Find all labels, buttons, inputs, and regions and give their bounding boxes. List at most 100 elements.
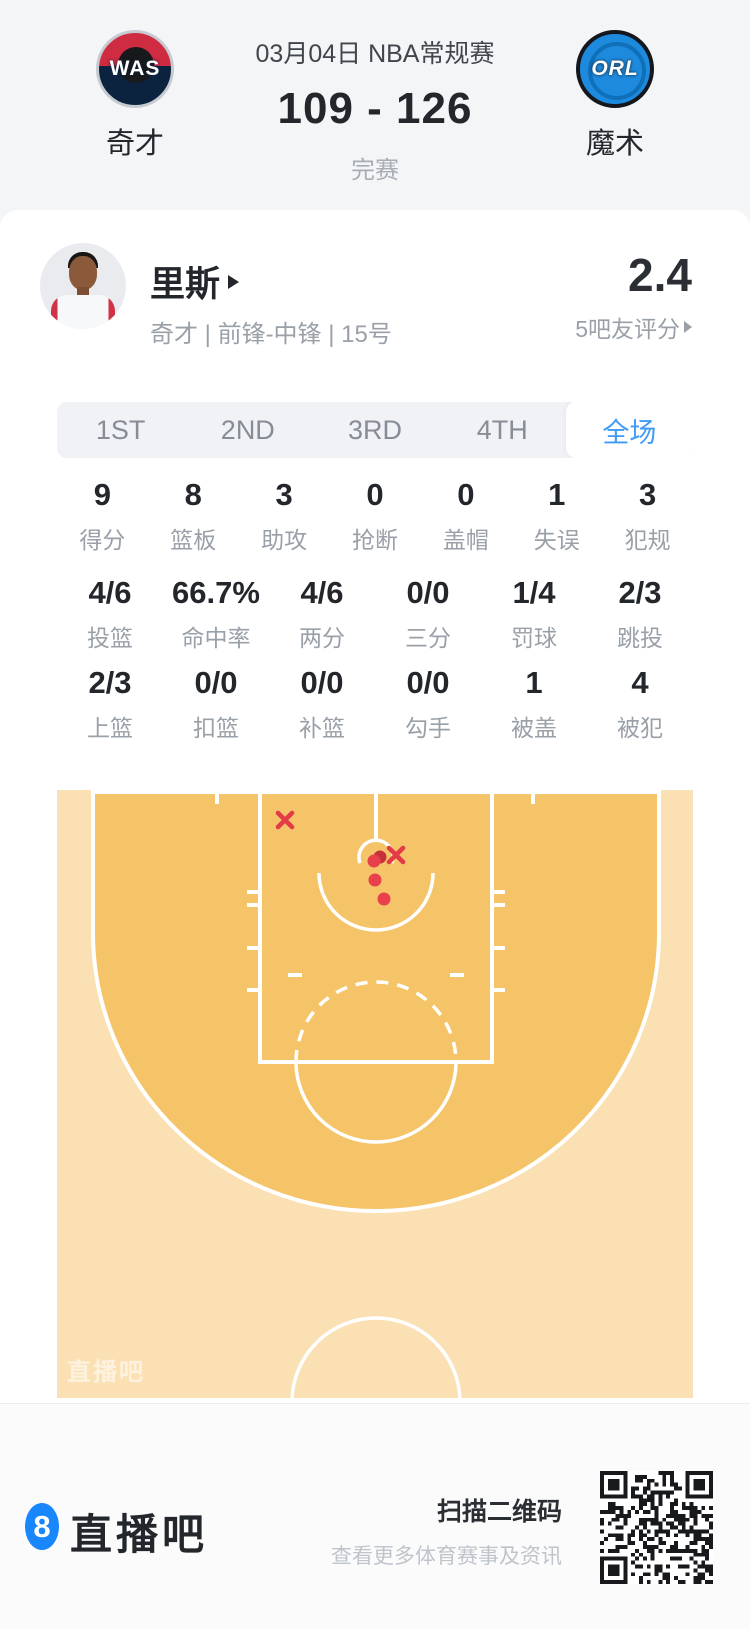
- stat-dunk: 0/0 扣篮: [163, 666, 269, 743]
- stat-label: 三分: [405, 625, 451, 651]
- stat-label: 得分: [79, 527, 126, 553]
- stat-2pt: 4/6 两分: [269, 576, 375, 653]
- magic-logo-icon: ORL: [576, 30, 654, 108]
- stat-label: 助攻: [261, 527, 308, 553]
- stat-label: 抢断: [352, 527, 398, 553]
- player-avatar: [40, 243, 126, 329]
- scoreboard-header: WAS 奇才 03月04日 NBA常规赛 109 - 126 完赛 ORL 魔术: [0, 0, 750, 226]
- stat-value: 4: [631, 665, 649, 700]
- qr-svg: [600, 1471, 713, 1584]
- stat-value: 2/3: [88, 665, 132, 700]
- stat-value: 0/0: [300, 665, 344, 700]
- stat-label: 跳投: [617, 625, 663, 651]
- home-team-abbr: WAS: [109, 57, 161, 80]
- qr-subtitle: 查看更多体育赛事及资讯: [331, 1545, 562, 1568]
- shot-markers: [275, 810, 406, 906]
- qr-title: 扫描二维码: [436, 1498, 562, 1526]
- stat-label: 盖帽: [442, 527, 489, 553]
- stat-3pt: 0/0 三分: [375, 576, 481, 653]
- quarter-tabs: 1ST 2ND 3RD 4TH 全场: [57, 402, 693, 458]
- match-date: 03月04日 NBA常规赛: [255, 40, 495, 68]
- match-status: 完赛: [351, 157, 399, 184]
- stat-jumpshot: 2/3 跳投: [587, 576, 693, 653]
- stat-value: 0/0: [406, 665, 450, 700]
- stat-label: 勾手: [405, 715, 451, 741]
- stat-turnovers: 1 失误: [511, 478, 602, 555]
- stat-row-detail: 2/3 上篮 0/0 扣篮 0/0 补篮 0/0 勾手 1 被盖 4 被犯: [57, 666, 693, 743]
- stat-layup: 2/3 上篮: [57, 666, 163, 743]
- court-watermark: 直播吧: [67, 1359, 145, 1386]
- stat-value: 1: [525, 665, 543, 700]
- wizards-logo-icon: WAS: [96, 30, 174, 108]
- rating-caption: 5吧友评分: [575, 310, 692, 344]
- away-team: ORL 魔术: [530, 30, 700, 162]
- stat-value: 0/0: [194, 665, 238, 700]
- away-team-name: 魔术: [585, 128, 644, 160]
- player-more-icon: [228, 274, 240, 289]
- match-score: 109 - 126: [277, 84, 473, 133]
- home-team: WAS 奇才: [50, 30, 220, 162]
- brand-name: 直播吧: [70, 1511, 209, 1558]
- qr-code: [600, 1471, 713, 1584]
- shot-chart: 直播吧: [57, 790, 693, 1488]
- player-card: 里斯 奇才 | 前锋-中锋 | 15号 2.4 5吧友评分 1ST 2ND 3R…: [0, 210, 750, 1488]
- tab-2nd[interactable]: 2ND: [220, 414, 275, 445]
- stat-label: 篮板: [170, 527, 217, 553]
- stat-label: 命中率: [181, 625, 251, 651]
- away-team-abbr: ORL: [591, 57, 639, 80]
- stat-label: 补篮: [299, 715, 345, 741]
- rating-caption-text: 5吧友评分: [575, 316, 680, 342]
- avatar-neck: [77, 287, 89, 297]
- avatar-jersey: [51, 295, 115, 329]
- stat-label: 上篮: [87, 715, 133, 741]
- court-svg: 直播吧: [57, 790, 693, 1488]
- stat-points: 9 得分: [57, 478, 148, 555]
- stat-label: 被盖: [511, 715, 557, 741]
- stat-value: 0: [366, 477, 384, 512]
- stat-assists: 3 助攻: [239, 478, 330, 555]
- rating-more-icon: [684, 321, 692, 333]
- stat-fouled: 4 被犯: [587, 666, 693, 743]
- zhibo8-logo-icon: 8: [25, 1503, 59, 1550]
- stat-hook: 0/0 勾手: [375, 666, 481, 743]
- tab-full-game[interactable]: 全场: [565, 402, 693, 458]
- stat-value: 9: [93, 477, 112, 512]
- stat-label: 投篮: [87, 625, 133, 651]
- stat-steals: 0 抢断: [330, 478, 421, 555]
- player-meta: 奇才 | 前锋-中锋 | 15号: [150, 321, 392, 348]
- player-name: 里斯: [150, 265, 221, 304]
- stat-got-blocked: 1 被盖: [481, 666, 587, 743]
- stat-value: 8: [184, 477, 202, 512]
- stat-value: 4/6: [88, 575, 132, 610]
- stat-value: 1: [548, 477, 566, 512]
- rating-value: 2.4: [628, 249, 692, 301]
- footer: 8 直播吧 扫描二维码 查看更多体育赛事及资讯: [0, 1403, 750, 1629]
- stat-rebounds: 8 篮板: [148, 478, 239, 555]
- stat-value: 3: [638, 477, 657, 512]
- match-center: 03月04日 NBA常规赛 109 - 126 完赛: [185, 34, 565, 185]
- stat-value: 1/4: [512, 575, 556, 610]
- stat-value: 2/3: [618, 575, 662, 610]
- avatar-head: [69, 256, 97, 290]
- home-team-name: 奇才: [105, 128, 164, 160]
- tab-4th[interactable]: 4TH: [476, 414, 528, 445]
- stat-fg-pct: 66.7% 命中率: [163, 576, 269, 653]
- stat-label: 失误: [533, 527, 580, 553]
- rating-block[interactable]: 2.4 5吧友评分: [575, 248, 692, 344]
- stat-putback: 0/0 补篮: [269, 666, 375, 743]
- tab-1st[interactable]: 1ST: [95, 414, 146, 445]
- player-name-row[interactable]: 里斯: [150, 256, 240, 307]
- stat-value: 4/6: [300, 575, 344, 610]
- stat-label: 扣篮: [193, 715, 239, 741]
- tab-3rd[interactable]: 3RD: [348, 414, 403, 445]
- stat-row-basic: 9 得分 8 篮板 3 助攻 0 抢断 0 盖帽 1 失误 3 犯规: [57, 478, 693, 555]
- stat-fg: 4/6 投篮: [57, 576, 163, 653]
- stat-row-shooting: 4/6 投篮 66.7% 命中率 4/6 两分 0/0 三分 1/4 罚球 2/3 跳投: [57, 576, 693, 653]
- stat-value: 3: [275, 477, 293, 512]
- stat-label: 两分: [299, 625, 345, 651]
- qr-caption: 扫描二维码 查看更多体育赛事及资讯: [331, 1492, 562, 1570]
- stat-label: 犯规: [624, 527, 671, 553]
- stat-ft: 1/4 罚球: [481, 576, 587, 653]
- stat-value: 66.7%: [172, 575, 260, 610]
